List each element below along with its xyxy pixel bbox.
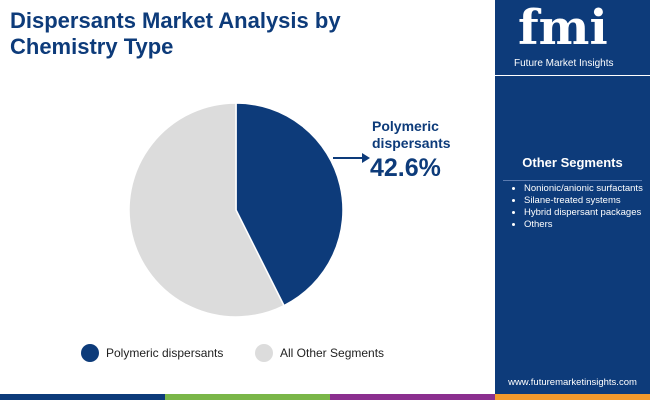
logo-area (495, 0, 650, 76)
segment-item: Nonionic/anionic surfactants (524, 183, 649, 194)
arrow-head (362, 153, 370, 163)
segment-item: Hybrid dispersant packages (524, 207, 649, 218)
url: www.futuremarketinsights.com (508, 377, 637, 388)
stripe (330, 394, 495, 400)
chart-title: Dispersants Market Analysis by Chemistry… (10, 8, 341, 59)
panel-title: Other Segments (522, 155, 623, 170)
segment-item: Silane-treated systems (524, 195, 649, 206)
stripe (0, 394, 165, 400)
legend-label: Polymeric dispersants (106, 346, 223, 360)
legend-swatch (81, 344, 99, 362)
stripe (165, 394, 330, 400)
brand-name: Future Market Insights (514, 58, 614, 69)
segment-list: Nonionic/anionic surfactantsSilane-treat… (500, 183, 649, 231)
bottom-stripe (0, 394, 650, 400)
annotation-label: Polymeric dispersants (372, 118, 451, 151)
chart: Polymeric dispersants All Other Segments (81, 102, 384, 362)
legend-label: All Other Segments (280, 346, 384, 360)
divider (503, 180, 642, 181)
pie-slice (235, 102, 344, 307)
legend-swatch (255, 344, 273, 362)
logo: fmi (518, 0, 608, 56)
segment-item: Others (524, 219, 649, 230)
pie-slice (128, 102, 285, 318)
data-label: 42.6% (370, 154, 441, 182)
stripe (495, 394, 650, 400)
